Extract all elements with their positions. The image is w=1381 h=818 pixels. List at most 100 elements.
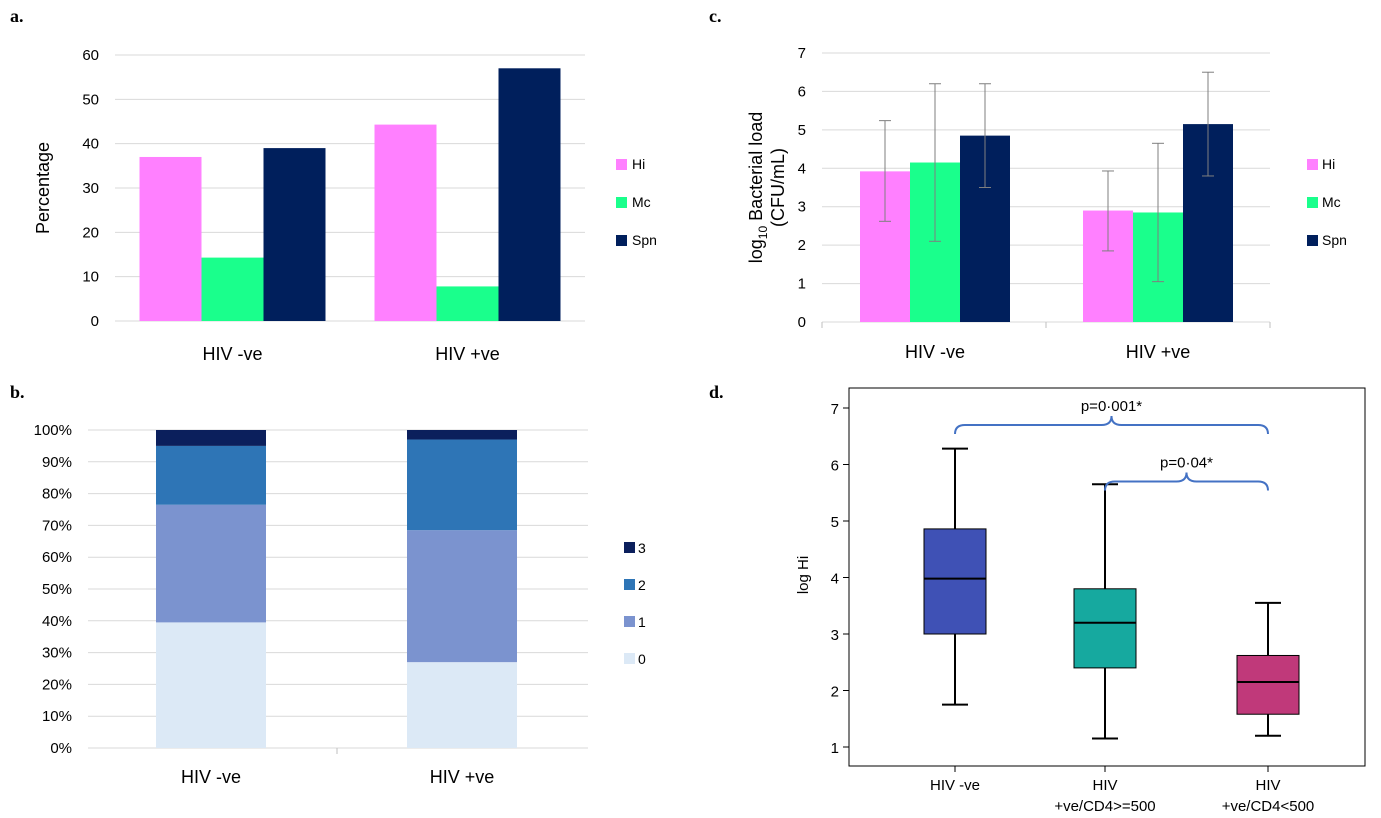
legend-label: Spn bbox=[632, 232, 657, 248]
box-iqr bbox=[1236, 654, 1300, 715]
legend-label: Mc bbox=[1322, 194, 1341, 210]
bar-hi bbox=[374, 124, 437, 321]
x-category-label: HIV +ve bbox=[1126, 342, 1191, 362]
y-tick-label: 1 bbox=[831, 740, 839, 757]
y-tick-label: 7 bbox=[831, 401, 839, 418]
x-category-label: HIV bbox=[1255, 777, 1280, 794]
panel-label-d: d. bbox=[709, 382, 724, 402]
x-category-label: HIV +ve bbox=[430, 767, 495, 787]
panel-label-a: a. bbox=[10, 6, 24, 26]
bar-hi bbox=[139, 156, 202, 321]
bar-mc bbox=[201, 257, 264, 321]
y-axis-label-line2: (CFU/mL) bbox=[768, 148, 788, 227]
panel-label-b: b. bbox=[10, 382, 25, 402]
y-tick-label: 60 bbox=[82, 47, 99, 64]
p-value-label: p=0·001* bbox=[1081, 398, 1142, 415]
stack-segment-0 bbox=[156, 622, 266, 748]
legend-label: 3 bbox=[638, 540, 646, 556]
legend-label: 0 bbox=[638, 651, 646, 667]
y-tick-label: 30 bbox=[82, 180, 99, 197]
x-category-label-line2: +ve/CD4<500 bbox=[1222, 798, 1315, 815]
y-tick-label: 20% bbox=[42, 676, 72, 693]
x-category-label: HIV -ve bbox=[181, 767, 241, 787]
significance-bracket bbox=[1104, 472, 1269, 491]
legend-swatch-spn bbox=[1307, 235, 1318, 246]
y-axis-label-log: log bbox=[746, 239, 766, 263]
y-tick-label: 50% bbox=[42, 581, 72, 598]
y-tick-label: 50 bbox=[82, 91, 99, 108]
panel-label-c: c. bbox=[709, 6, 722, 26]
y-tick-label: 6 bbox=[798, 83, 806, 100]
y-tick-label: 40% bbox=[42, 613, 72, 630]
bar-mc bbox=[436, 286, 499, 321]
legend-swatch-mc bbox=[616, 197, 627, 208]
p-value-label: p=0·04* bbox=[1160, 454, 1213, 471]
stack-segment-1 bbox=[156, 504, 266, 623]
y-tick-label: 7 bbox=[798, 45, 806, 62]
x-category-label-line2: +ve/CD4>=500 bbox=[1054, 798, 1155, 815]
bar-spn bbox=[498, 68, 561, 321]
y-tick-label: 4 bbox=[798, 160, 806, 177]
bar-spn bbox=[263, 148, 326, 321]
y-tick-label: 2 bbox=[798, 237, 806, 254]
legend-swatch-3 bbox=[624, 542, 635, 553]
x-category-label: HIV bbox=[1092, 777, 1117, 794]
legend-label: Mc bbox=[632, 194, 651, 210]
y-tick-label: 100% bbox=[34, 422, 72, 439]
box-iqr bbox=[1073, 588, 1137, 669]
legend-swatch-hi bbox=[616, 159, 627, 170]
y-tick-label: 10 bbox=[82, 269, 99, 286]
y-tick-label: 5 bbox=[831, 514, 839, 531]
stack-segment-3 bbox=[407, 430, 517, 440]
legend-swatch-hi bbox=[1307, 159, 1318, 170]
y-tick-label: 70% bbox=[42, 517, 72, 534]
y-tick-label: 3 bbox=[798, 199, 806, 216]
y-tick-label: 0% bbox=[50, 740, 72, 757]
y-tick-label: 80% bbox=[42, 486, 72, 503]
chart-b-stacked-bars: 0% 10% 20% 30% 40% 50% 60% 70% 80% 90% 100% HIV -ve… bbox=[34, 422, 646, 787]
x-category-label: HIV +ve bbox=[435, 344, 500, 364]
y-axis-label-subscript: 10 bbox=[756, 226, 770, 240]
chart-a-percentage-bars: 0 10 20 30 40 50 60 HIV -ve HIV +ve Percentage Hi M… bbox=[33, 47, 657, 364]
legend-swatch-mc bbox=[1307, 197, 1318, 208]
y-tick-label: 0 bbox=[798, 314, 806, 331]
y-tick-label: 40 bbox=[82, 136, 99, 153]
legend-label: Hi bbox=[632, 156, 645, 172]
y-tick-label: 90% bbox=[42, 454, 72, 471]
stack-segment-0 bbox=[407, 662, 517, 748]
y-tick-label: 3 bbox=[831, 627, 839, 644]
y-axis-label: log Hi bbox=[795, 556, 812, 594]
legend-swatch-spn bbox=[616, 235, 627, 246]
y-axis-label: Percentage bbox=[33, 142, 53, 234]
y-axis-label: log10 Bacterial load bbox=[746, 112, 770, 263]
legend-swatch-2 bbox=[624, 579, 635, 590]
legend-label: Spn bbox=[1322, 232, 1347, 248]
box-iqr bbox=[923, 528, 987, 635]
legend-label: 1 bbox=[638, 614, 646, 630]
y-tick-label: 5 bbox=[798, 122, 806, 139]
legend-swatch-1 bbox=[624, 616, 635, 627]
y-tick-label: 4 bbox=[831, 571, 839, 588]
chart-c-bacterial-load-bars: 0 1 2 3 4 5 6 7 HIV -ve HIV +ve log10 Bacterial lo… bbox=[746, 45, 1347, 362]
legend-swatch-0 bbox=[624, 653, 635, 664]
x-category-label: HIV -ve bbox=[905, 342, 965, 362]
stack-segment-2 bbox=[407, 439, 517, 531]
x-category-label: HIV -ve bbox=[930, 777, 980, 794]
y-tick-label: 1 bbox=[798, 276, 806, 293]
stack-segment-2 bbox=[156, 445, 266, 505]
y-tick-label: 6 bbox=[831, 458, 839, 475]
y-tick-label: 60% bbox=[42, 549, 72, 566]
y-tick-label: 0 bbox=[91, 313, 99, 330]
legend-label: Hi bbox=[1322, 156, 1335, 172]
x-category-label: HIV -ve bbox=[202, 344, 262, 364]
significance-bracket bbox=[954, 415, 1269, 435]
y-tick-label: 20 bbox=[82, 224, 99, 241]
y-tick-label: 2 bbox=[831, 684, 839, 701]
y-tick-label: 30% bbox=[42, 645, 72, 662]
stack-segment-1 bbox=[407, 530, 517, 663]
y-axis-label-text: Bacterial load bbox=[746, 112, 766, 226]
stack-segment-3 bbox=[156, 430, 266, 446]
y-tick-label: 10% bbox=[42, 708, 72, 725]
chart-d-boxplot: 1 2 3 4 5 6 7 log Hi HIV -ve HIV +ve/CD4>=500 HIV +v… bbox=[795, 387, 1366, 815]
legend-label: 2 bbox=[638, 577, 646, 593]
